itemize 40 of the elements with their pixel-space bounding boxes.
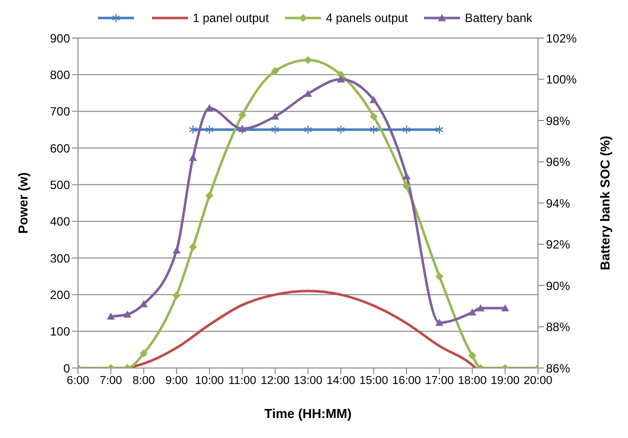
y-axis-title: Power (w) — [16, 172, 31, 234]
y-tick-label: 200 — [50, 288, 70, 302]
x-tick-label: 7:00 — [100, 375, 122, 388]
legend-label: Battery bank — [464, 11, 532, 25]
y2-tick-label: 88% — [546, 320, 570, 334]
y2-tick-label: 96% — [546, 155, 570, 170]
y-tick-label: 0 — [63, 361, 70, 376]
y-tick-label: 700 — [50, 104, 70, 119]
y-tick-label: 300 — [50, 251, 70, 266]
legend-label: 4 panels output — [326, 11, 408, 25]
x-tick-label: 20:00 — [524, 375, 552, 388]
legend-label: 1 panel output — [192, 11, 269, 25]
y2-tick-label: 102% — [546, 31, 578, 46]
y-tick-label: 400 — [50, 214, 70, 229]
x-axis-title: Time (HH:MM) — [264, 406, 352, 421]
y2-tick-label: 100% — [546, 72, 578, 87]
x-tick-label: 8:00 — [132, 375, 155, 388]
x-tick-label: 16:00 — [392, 375, 421, 388]
y2-tick-label: 90% — [546, 278, 570, 293]
x-tick-label: 11:00 — [228, 375, 256, 388]
x-tick-label: 12:00 — [260, 375, 290, 388]
y2-axis-title: Battery bank SOC (%) — [598, 136, 613, 270]
y2-tick-label: 94% — [546, 196, 570, 210]
y-tick-label: 800 — [50, 68, 70, 82]
y2-tick-label: 92% — [546, 238, 570, 252]
x-tick-label: 18:00 — [458, 375, 487, 388]
x-tick-label: 14:00 — [326, 375, 356, 388]
y-tick-label: 600 — [50, 141, 70, 156]
x-tick-label: 9:00 — [165, 375, 188, 388]
x-tick-label: 19:00 — [490, 375, 520, 388]
y-tick-label: 500 — [50, 178, 70, 192]
y-tick-label: 900 — [50, 31, 70, 46]
x-tick-label: 15:00 — [359, 375, 388, 388]
x-tick-label: 10:00 — [195, 375, 224, 388]
y2-tick-label: 98% — [546, 114, 570, 128]
x-tick-label: 17:00 — [425, 375, 454, 388]
y2-tick-label: 86% — [546, 361, 570, 376]
x-tick-label: 13:00 — [294, 375, 322, 388]
x-tick-label: 6:00 — [66, 375, 90, 388]
y-tick-label: 100 — [50, 324, 70, 339]
